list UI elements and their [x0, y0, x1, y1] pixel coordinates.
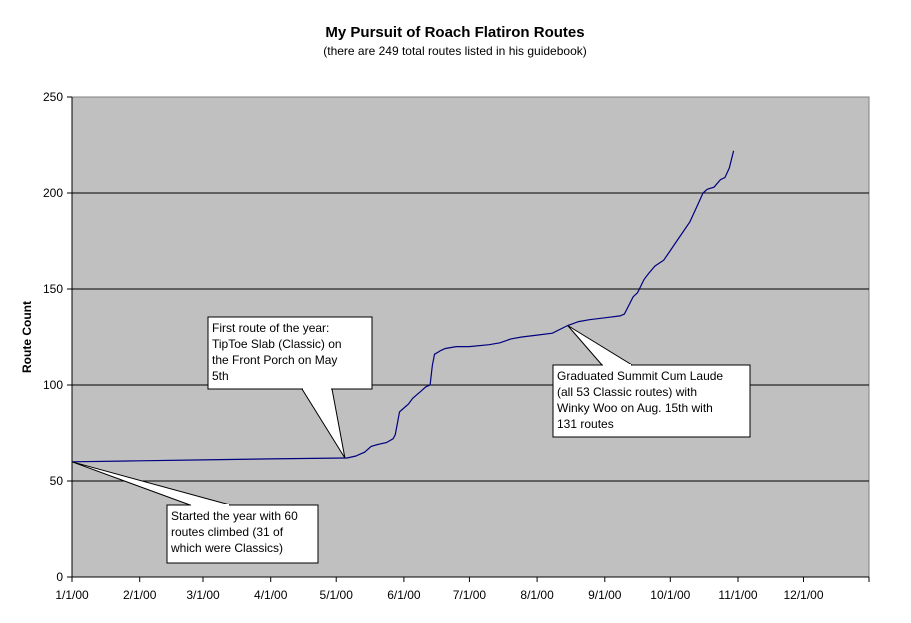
annotation-box [552, 364, 751, 438]
annotation-line: Started the year with 60 [171, 509, 298, 523]
y-tick-label: 50 [50, 474, 64, 488]
annotation-line: Graduated Summit Cum Laude [557, 369, 723, 383]
y-tick-label: 250 [43, 90, 63, 104]
series-line [71, 150, 735, 463]
annotation-line: 5th [212, 369, 229, 383]
x-tick-label: 7/1/00 [453, 588, 487, 602]
x-axis: 1/1/00 2/1/00 3/1/00 4/1/00 5/1/00 6/1/00 7/1/… [55, 576, 870, 602]
annotation-line: the Front Porch on May [212, 353, 337, 367]
chart-title: My Pursuit of Roach Flatiron Routes [325, 24, 584, 41]
annotation-text: Started the year with 60 routes climbed (… [170, 509, 298, 555]
x-tick-label: 9/1/00 [588, 588, 622, 602]
y-axis-label: Route Count [20, 301, 34, 373]
annotation-text: First route of the year: TipToe Slab (Cla… [212, 321, 342, 383]
x-tick-label: 1/1/00 [55, 588, 89, 602]
annotation-callout: Started the year with 60 routes climbed (… [71, 461, 319, 564]
chart-subtitle: (there are 249 total routes listed in hi… [323, 44, 587, 58]
y-tick-label: 150 [43, 282, 63, 296]
x-tick-label: 3/1/00 [186, 588, 220, 602]
x-tick-label: 5/1/00 [320, 588, 354, 602]
annotation-line: (all 53 Classic routes) with [557, 385, 697, 399]
x-tick-label: 4/1/00 [254, 588, 288, 602]
x-tick-label: 6/1/00 [387, 588, 421, 602]
plot-area [71, 96, 870, 578]
annotation-line: which were Classics) [170, 541, 283, 555]
annotation-line: Winky Woo on Aug. 15th with [557, 401, 713, 415]
annotation-box [166, 504, 319, 564]
x-tick-label: 11/1/00 [718, 588, 757, 602]
series-line-group [71, 150, 735, 463]
x-tick-label: 10/1/00 [650, 588, 690, 602]
annotations: First route of the year: TipToe Slab (Cla… [71, 316, 751, 564]
annotation-callout: First route of the year: TipToe Slab (Cla… [207, 316, 373, 459]
y-axis: 0 50 100 150 200 250 [43, 90, 73, 584]
x-tick-label: 8/1/00 [520, 588, 554, 602]
x-tick-label: 12/1/00 [783, 588, 823, 602]
annotation-line: First route of the year: [212, 321, 329, 335]
annotation-line: routes climbed (31 of [171, 525, 284, 539]
annotation-callout: Graduated Summit Cum Laude (all 53 Classi… [552, 325, 751, 438]
annotation-line: 131 routes [557, 417, 614, 431]
y-tick-label: 200 [43, 186, 63, 200]
annotation-box [207, 316, 373, 390]
y-tick-label: 100 [43, 378, 63, 392]
y-tick-label: 0 [56, 570, 63, 584]
annotation-text: Graduated Summit Cum Laude (all 53 Classi… [557, 369, 723, 431]
x-tick-label: 2/1/00 [123, 588, 157, 602]
annotation-line: TipToe Slab (Classic) on [212, 337, 342, 351]
